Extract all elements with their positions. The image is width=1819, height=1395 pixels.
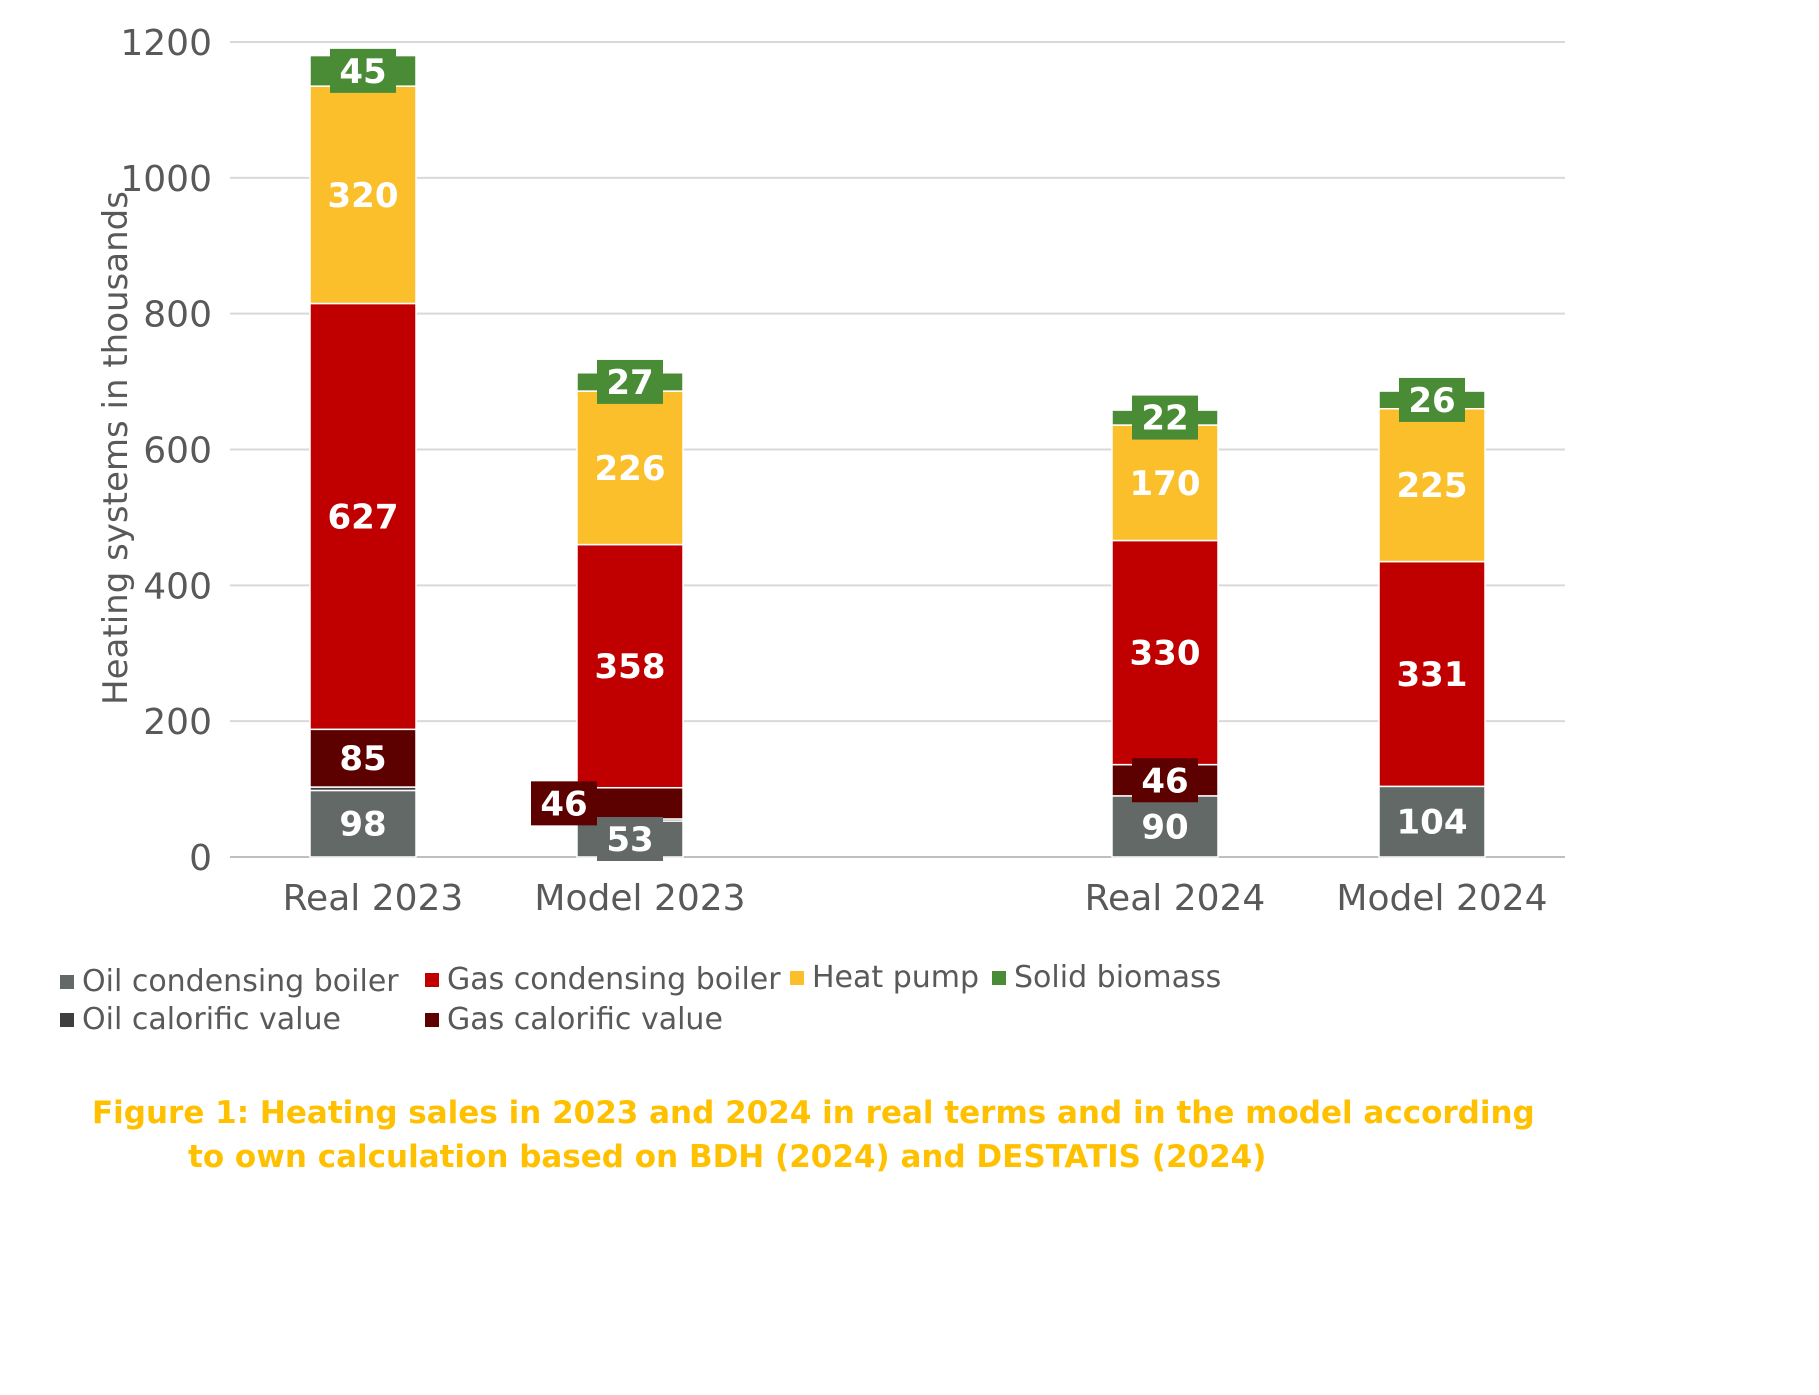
data-label: 226 — [595, 449, 666, 489]
data-label-box — [1132, 758, 1198, 803]
legend-label: Oil condensing boiler — [82, 964, 399, 999]
gridlines — [230, 41, 1565, 858]
bar-segment — [1378, 560, 1486, 788]
data-label-box — [1132, 395, 1198, 440]
data-label: 26 — [1408, 381, 1455, 421]
legend-label: Oil calorific value — [82, 1002, 341, 1037]
x-category-label: Model 2023 — [534, 878, 745, 919]
y-axis-label: Heating systems in thousands — [96, 191, 136, 705]
data-label-box — [597, 817, 663, 862]
data-label: 90 — [1141, 807, 1188, 847]
legend-item-gas-calorific-value: Gas calorific value — [425, 1002, 723, 1037]
x-axis-categories: Real 2023 Model 2023 Real 2024 Model 2024 — [283, 878, 1548, 919]
bar-segment — [1378, 785, 1486, 858]
data-label: 27 — [606, 363, 653, 403]
legend-item-solid-biomass: Solid biomass — [992, 960, 1221, 995]
data-label: 104 — [1397, 803, 1468, 843]
data-label: 627 — [328, 497, 399, 537]
data-label-box — [597, 359, 663, 404]
legend-item-heat-pump: Heat pump — [790, 960, 979, 995]
bar-segment — [309, 302, 417, 731]
bar-segment — [1378, 408, 1486, 563]
x-category-label: Real 2024 — [1085, 878, 1266, 919]
x-category-label: Model 2024 — [1336, 878, 1547, 919]
legend-item-oil-condensing-boiler: Oil condensing boiler — [60, 964, 399, 999]
bars: 98 85 627 320 45 53 46 358 226 27 90 46 330 170 22 104 3… — [309, 48, 1486, 862]
y-tick-label: 1000 — [120, 159, 212, 200]
data-label-box — [1399, 377, 1465, 422]
bar-segment — [576, 543, 684, 789]
data-label: 331 — [1397, 655, 1468, 695]
legend-swatch-oil-condensing — [60, 974, 74, 989]
y-tick-label: 800 — [143, 295, 212, 336]
data-label: 85 — [339, 739, 386, 779]
caption-line-2: to own calculation based on BDH (2024) a… — [188, 1139, 1267, 1175]
y-tick-label: 1200 — [120, 23, 212, 64]
y-tick-label: 0 — [189, 838, 212, 879]
data-label: 358 — [595, 647, 666, 687]
data-label: 45 — [339, 52, 386, 92]
legend-label: Gas condensing boiler — [447, 962, 781, 997]
legend-label: Heat pump — [812, 960, 980, 995]
y-tick-label: 600 — [143, 431, 212, 472]
y-axis-ticks: 0 200 400 600 800 1000 1200 — [120, 23, 212, 879]
data-label: 22 — [1141, 399, 1188, 439]
bar-segment — [1111, 539, 1219, 766]
legend-item-oil-calorific-value: Oil calorific value — [60, 1002, 341, 1037]
bar-segment — [1111, 424, 1219, 542]
bar-segment — [576, 390, 684, 546]
legend-swatch-oil-calorific — [60, 1012, 74, 1027]
y-tick-label: 200 — [143, 702, 212, 743]
data-label: 225 — [1397, 466, 1468, 506]
legend-swatch-gas-calorific — [425, 1012, 439, 1027]
data-label: 53 — [606, 820, 653, 860]
legend-label: Solid biomass — [1014, 960, 1222, 995]
legend-item-gas-condensing-boiler: Gas condensing boiler — [425, 962, 781, 997]
data-label: 46 — [540, 784, 587, 824]
legend-swatch-gas-condensing — [425, 972, 439, 987]
data-label: 170 — [1130, 464, 1201, 504]
data-label: 320 — [328, 176, 399, 216]
data-label: 330 — [1130, 634, 1201, 674]
bar-segment — [1111, 795, 1219, 858]
data-label: 46 — [1141, 761, 1188, 801]
legend-label: Gas calorific value — [447, 1002, 723, 1037]
legend-swatch-solid-biomass — [992, 970, 1006, 985]
data-label-box — [531, 781, 597, 826]
data-label-box — [330, 48, 396, 93]
x-category-label: Real 2023 — [283, 878, 464, 919]
legend-swatch-heat-pump — [790, 970, 804, 985]
caption-line-1: Figure 1: Heating sales in 2023 and 2024… — [92, 1095, 1535, 1131]
data-label: 98 — [339, 805, 386, 845]
y-tick-label: 400 — [143, 566, 212, 607]
bar-segment — [309, 85, 417, 305]
